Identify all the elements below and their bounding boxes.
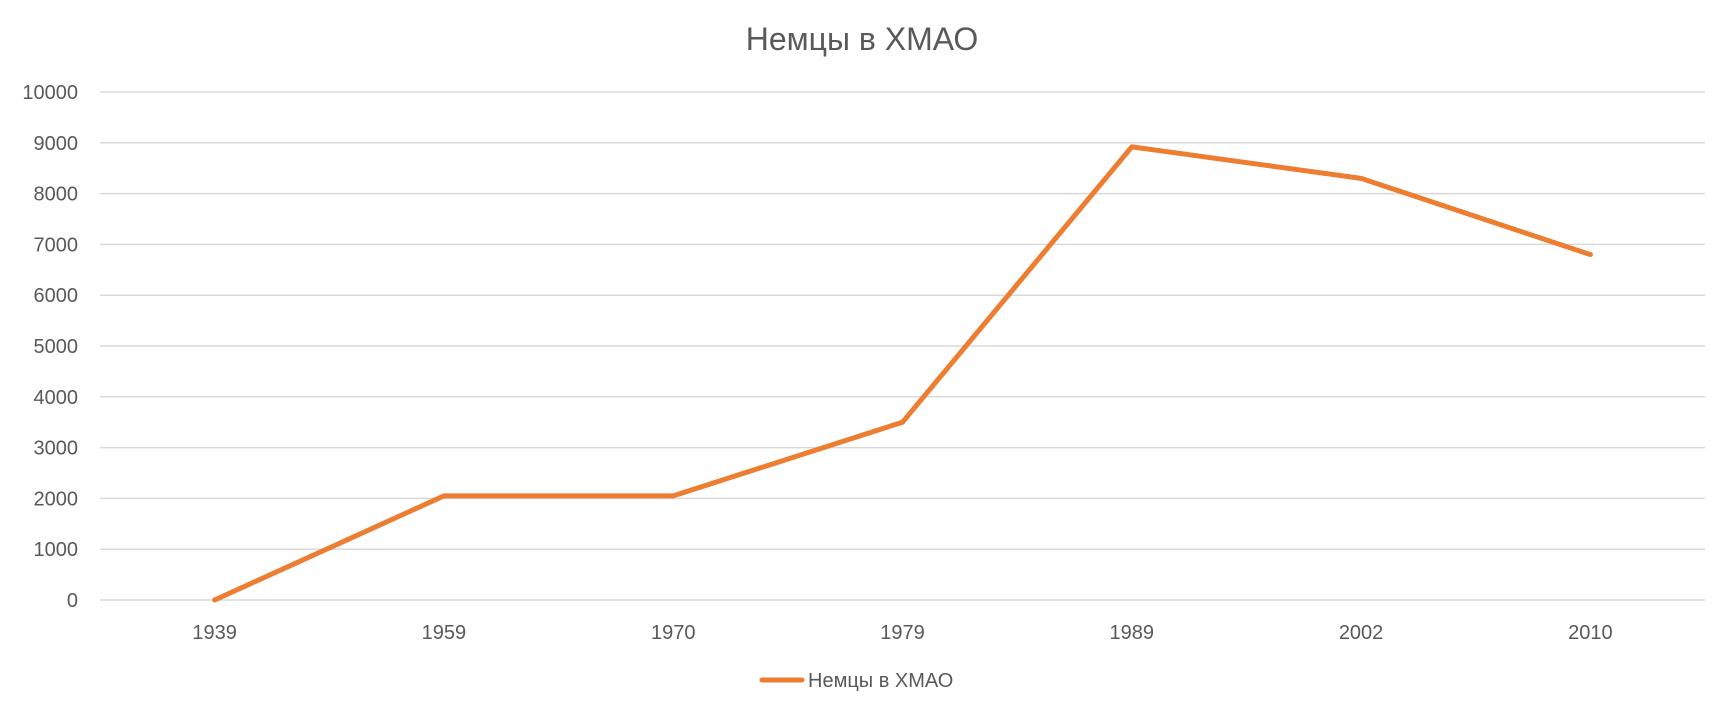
y-tick-label: 9000 <box>34 133 79 155</box>
data-point <box>670 493 676 499</box>
y-tick-label: 2000 <box>34 488 79 510</box>
y-tick-label: 3000 <box>34 438 79 460</box>
y-tick-label: 10000 <box>22 82 78 104</box>
x-tick-label: 1970 <box>651 622 696 644</box>
chart-title: Немцы в ХМАО <box>746 21 979 57</box>
data-point <box>1129 144 1135 150</box>
data-point <box>212 597 218 603</box>
y-tick-label: 5000 <box>34 336 79 358</box>
y-tick-label: 6000 <box>34 285 79 307</box>
x-tick-label: 2010 <box>1568 622 1613 644</box>
legend-label: Немцы в ХМАО <box>808 670 953 692</box>
series-layer <box>212 144 1593 603</box>
data-point <box>1358 175 1364 181</box>
x-axis-tick-labels: 1939 1959 1970 1979 1989 2002 2010 <box>192 622 1612 644</box>
data-point <box>1587 252 1593 258</box>
y-tick-label: 0 <box>67 590 78 612</box>
x-tick-label: 1989 <box>1110 622 1155 644</box>
legend: Немцы в ХМАО <box>759 670 953 692</box>
series-line <box>213 144 1592 603</box>
y-tick-label: 4000 <box>34 387 79 409</box>
y-axis-tick-labels: 0 1000 2000 3000 4000 5000 6000 7000 8000 9000 100… <box>22 82 78 612</box>
data-point <box>441 493 447 499</box>
data-point <box>900 419 905 425</box>
x-tick-label: 2002 <box>1339 622 1384 644</box>
y-tick-label: 1000 <box>34 539 79 561</box>
y-tick-label: 7000 <box>34 234 79 256</box>
gridlines <box>100 91 1705 601</box>
x-tick-label: 1939 <box>192 622 237 644</box>
y-tick-label: 8000 <box>34 184 79 206</box>
x-tick-label: 1959 <box>422 622 467 644</box>
x-tick-label: 1979 <box>880 622 925 644</box>
